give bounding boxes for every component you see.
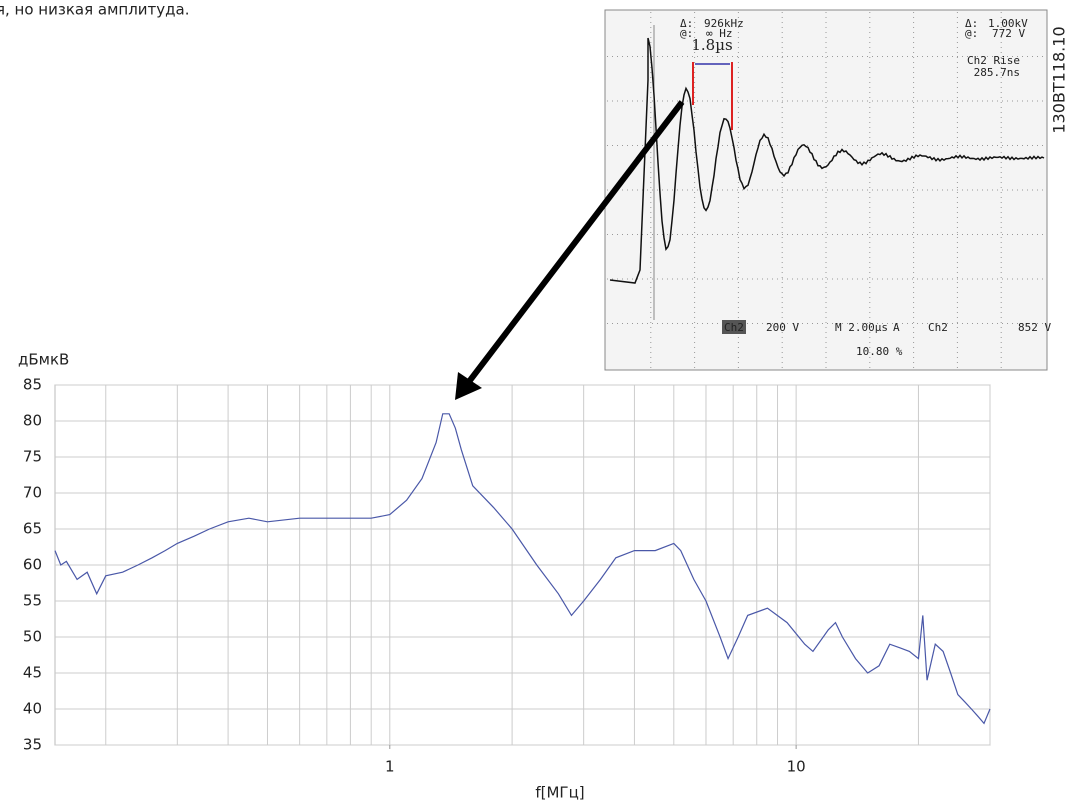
- scope-label: 772 V: [992, 27, 1025, 40]
- caption: я, но низкая амплитуда.: [0, 1, 189, 19]
- scope-label: Ch2: [724, 321, 744, 334]
- y-tick-label: 60: [23, 556, 42, 574]
- x-tick-label: 10: [787, 758, 806, 776]
- y-tick-label: 45: [23, 664, 42, 682]
- y-tick-label: 65: [23, 520, 42, 538]
- scope-label: 10.80 %: [856, 345, 903, 358]
- y-tick-label: 40: [23, 700, 42, 718]
- y-tick-label: 75: [23, 448, 42, 466]
- y-tick-label: 70: [23, 484, 42, 502]
- y-tick-label: 50: [23, 628, 42, 646]
- y-tick-label: 55: [23, 592, 42, 610]
- y-tick-label: 35: [23, 736, 42, 754]
- x-axis-label: f[МГц]: [535, 784, 584, 802]
- y-tick-label: 80: [23, 412, 42, 430]
- y-axis-label: дБмкВ: [18, 351, 69, 369]
- scope-label: @:: [965, 27, 978, 40]
- figure-id: 130BT118.10: [1050, 26, 1069, 133]
- scope-label: 1.8µs: [691, 36, 732, 54]
- scope-label: A: [893, 321, 900, 334]
- scope-label: 285.7ns: [974, 66, 1020, 79]
- y-tick-label: 85: [23, 376, 42, 394]
- scope-label: 852 V: [1018, 321, 1051, 334]
- scope-label: 200 V: [766, 321, 799, 334]
- scope-label: M 2.00µs: [835, 321, 888, 334]
- scope-label: Ch2: [928, 321, 948, 334]
- x-tick-label: 1: [385, 758, 395, 776]
- figure: я, но низкая амплитуда. дБмкВ f[МГц] Δ:9…: [0, 0, 1073, 805]
